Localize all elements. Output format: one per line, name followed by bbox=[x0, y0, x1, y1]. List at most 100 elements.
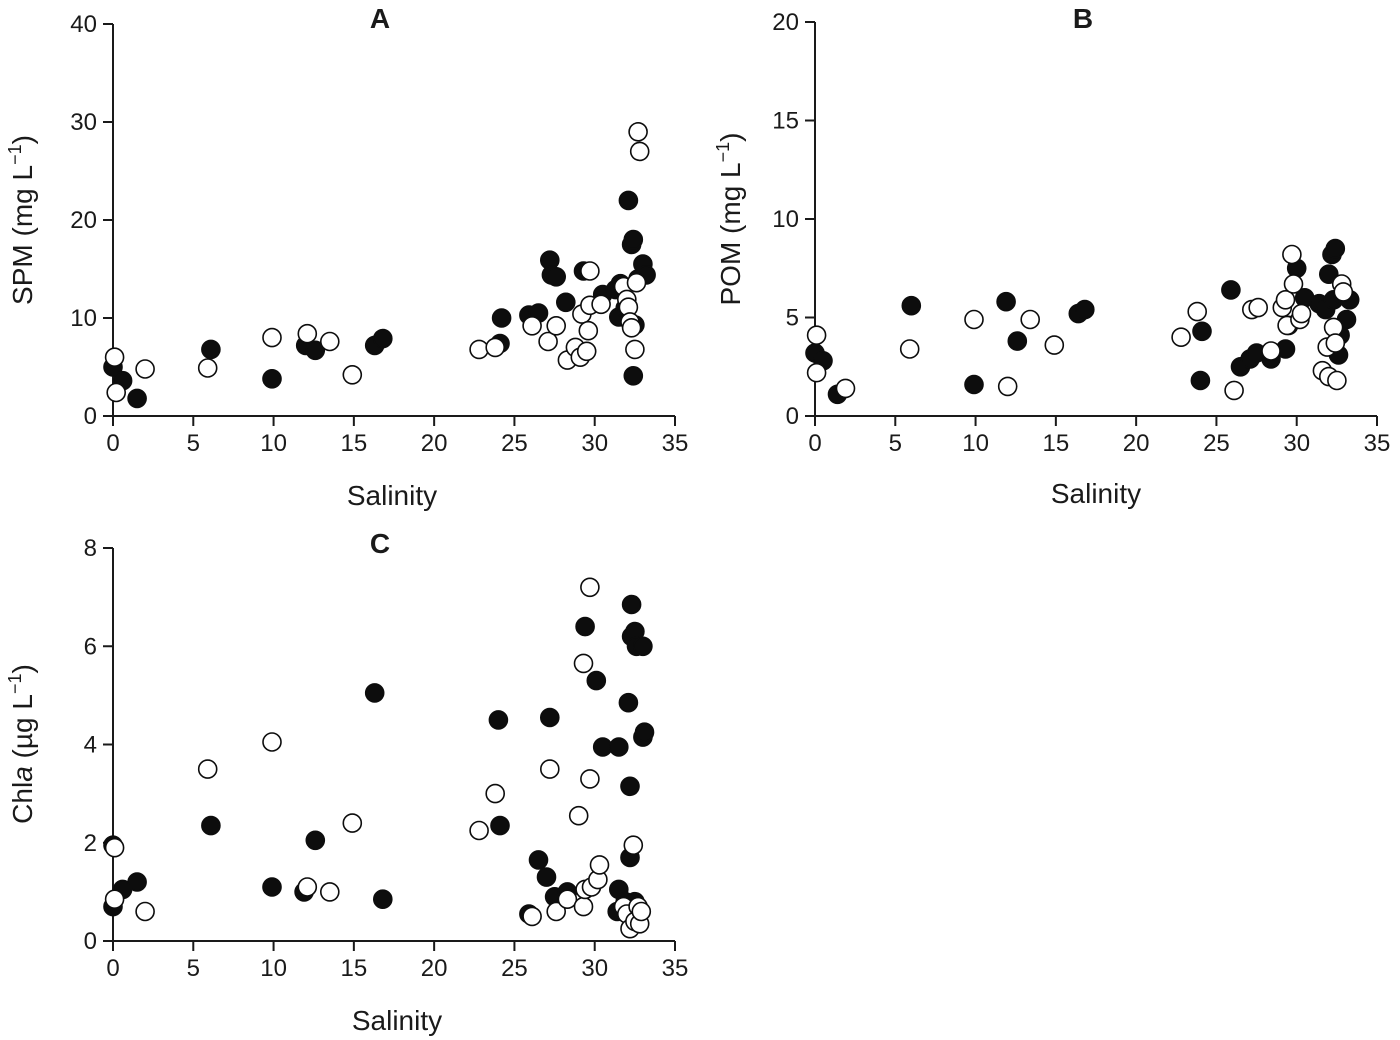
filled-point-c bbox=[618, 692, 639, 713]
panel-a: A Salinity SPM (mg L−1) 0 5 10 15 20 25 30 35 0 1… bbox=[5, 3, 688, 511]
x-tick-label-a: 35 bbox=[662, 430, 689, 457]
x-tick-label-b: 0 bbox=[808, 430, 821, 457]
open-point-c bbox=[631, 901, 652, 922]
filled-point-b bbox=[1007, 331, 1028, 351]
y-tick-label-c: 4 bbox=[84, 732, 97, 759]
filled-point-c bbox=[633, 636, 653, 657]
filled-point-c bbox=[575, 616, 595, 637]
open-point-a bbox=[342, 364, 363, 385]
open-point-b bbox=[1261, 341, 1281, 361]
open-point-c bbox=[589, 855, 610, 875]
filled-point-b bbox=[1192, 321, 1212, 342]
open-point-a bbox=[319, 331, 340, 352]
y-tick-label-a: 10 bbox=[70, 305, 97, 332]
open-point-a bbox=[578, 320, 599, 341]
open-point-a bbox=[522, 315, 542, 336]
panel-label-c: C bbox=[370, 528, 390, 559]
open-point-b bbox=[1327, 370, 1347, 391]
open-point-a bbox=[469, 339, 489, 360]
open-point-a bbox=[626, 272, 647, 293]
open-point-a bbox=[485, 337, 506, 358]
y-tick-label-b: 5 bbox=[786, 305, 799, 332]
y-axis-title-c-unit: (µg L bbox=[7, 694, 38, 766]
filled-point-a bbox=[201, 339, 221, 360]
filled-point-c bbox=[262, 877, 282, 897]
open-point-a bbox=[629, 141, 650, 162]
filled-point-b bbox=[996, 291, 1016, 312]
x-tick-label-c: 10 bbox=[260, 955, 287, 982]
x-tick-label-b: 35 bbox=[1364, 430, 1391, 457]
y-tick-label-b: 10 bbox=[772, 206, 799, 233]
y-axis-title-a-close: ) bbox=[7, 135, 38, 144]
filled-point-b bbox=[1075, 299, 1095, 320]
x-tick-label-c: 20 bbox=[421, 955, 448, 982]
open-point-c bbox=[197, 759, 218, 779]
open-point-a bbox=[104, 347, 125, 368]
axes-b: 0 5 10 15 20 25 30 35 0 5 10 15 20 bbox=[772, 9, 1390, 457]
filled-point-c bbox=[634, 722, 655, 743]
x-tick-label-a: 25 bbox=[501, 430, 528, 457]
x-tick-label-b: 5 bbox=[889, 430, 902, 457]
open-point-c bbox=[623, 835, 644, 856]
x-tick-label-b: 20 bbox=[1123, 430, 1150, 457]
x-axis-title-c: Salinity bbox=[352, 1005, 442, 1036]
y-axis-title-c-italic: a bbox=[7, 766, 38, 782]
filled-point-c bbox=[127, 872, 147, 892]
y-tick-label-a: 0 bbox=[84, 403, 97, 430]
filled-point-c bbox=[372, 889, 393, 910]
filled-point-a bbox=[491, 308, 512, 328]
filled-point-b bbox=[964, 374, 984, 395]
open-point-a bbox=[580, 261, 600, 281]
open-point-a bbox=[297, 323, 318, 344]
open-point-a bbox=[576, 341, 597, 362]
filled-point-a bbox=[372, 328, 393, 349]
x-tick-label-a: 0 bbox=[106, 430, 119, 457]
open-point-c bbox=[319, 882, 340, 902]
open-point-b bbox=[997, 376, 1018, 397]
filled-point-a bbox=[546, 266, 567, 287]
open-point-c bbox=[557, 889, 578, 910]
open-point-b bbox=[806, 325, 827, 346]
filled-point-c bbox=[621, 594, 642, 615]
open-point-c bbox=[522, 906, 542, 927]
x-tick-label-c: 30 bbox=[581, 955, 608, 982]
open-point-b bbox=[899, 339, 920, 359]
open-point-a bbox=[621, 317, 642, 338]
x-tick-label-b: 15 bbox=[1043, 430, 1070, 457]
y-tick-label-a: 30 bbox=[70, 109, 97, 136]
filled-point-c bbox=[536, 867, 557, 887]
open-point-b bbox=[1224, 380, 1244, 401]
points-a bbox=[103, 122, 656, 409]
points-b bbox=[805, 238, 1360, 405]
x-tick-label-a: 30 bbox=[581, 430, 608, 457]
y-axis-title-b-sup: −1 bbox=[713, 142, 733, 163]
x-tick-label-c: 25 bbox=[501, 955, 528, 982]
filled-point-b bbox=[1221, 280, 1241, 300]
filled-point-a bbox=[623, 365, 644, 386]
y-axis-title-a: SPM (mg L−1) bbox=[5, 135, 38, 305]
filled-point-b bbox=[1319, 264, 1339, 285]
x-tick-label-a: 10 bbox=[260, 430, 287, 457]
y-tick-label-a: 40 bbox=[70, 11, 97, 38]
open-point-b bbox=[964, 309, 984, 330]
open-point-a bbox=[625, 339, 645, 360]
open-point-c bbox=[297, 877, 318, 897]
open-point-c bbox=[104, 889, 125, 910]
y-axis-title-b-close: ) bbox=[715, 133, 746, 142]
open-point-b bbox=[1044, 335, 1065, 355]
open-point-b bbox=[1248, 297, 1268, 318]
open-point-b bbox=[1291, 303, 1312, 324]
x-tick-label-c: 5 bbox=[187, 955, 200, 982]
open-point-b bbox=[1325, 333, 1346, 353]
y-axis-title-a-main: SPM (mg L bbox=[7, 165, 38, 305]
open-point-c bbox=[580, 577, 600, 598]
filled-point-c bbox=[620, 776, 640, 797]
open-point-b bbox=[1171, 327, 1191, 348]
open-point-b bbox=[1187, 301, 1207, 322]
open-point-c bbox=[342, 813, 363, 833]
open-point-a bbox=[106, 382, 126, 403]
x-tick-label-a: 15 bbox=[341, 430, 368, 457]
filled-point-a bbox=[623, 229, 644, 250]
points-c bbox=[103, 577, 655, 939]
